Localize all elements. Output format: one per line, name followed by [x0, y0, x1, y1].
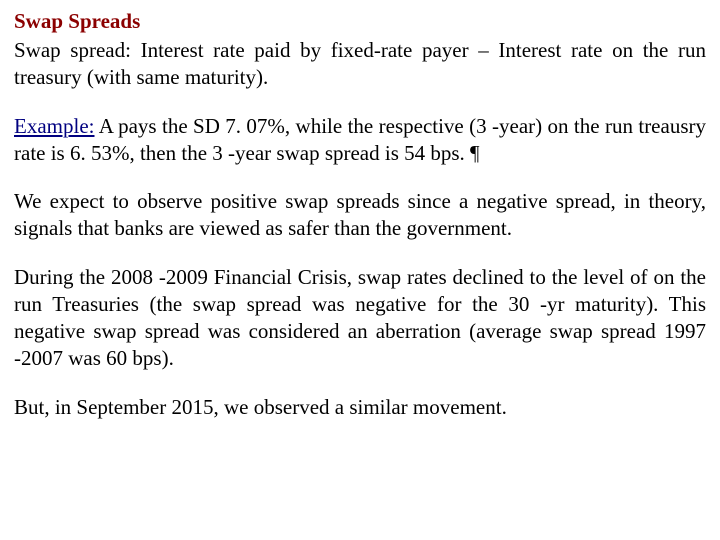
- expectation-paragraph: We expect to observe positive swap sprea…: [14, 188, 706, 242]
- section-title: Swap Spreads: [14, 9, 140, 33]
- example-label: Example:: [14, 114, 94, 138]
- definition-paragraph: Swap spread: Interest rate paid by fixed…: [14, 37, 706, 91]
- example-paragraph: Example: A pays the SD 7. 07%, while the…: [14, 113, 706, 167]
- sept-2015-paragraph: But, in September 2015, we observed a si…: [14, 394, 706, 421]
- title-line: Swap Spreads: [14, 8, 706, 35]
- document-body: Swap Spreads Swap spread: Interest rate …: [0, 0, 720, 429]
- crisis-paragraph: During the 2008 -2009 Financial Crisis, …: [14, 264, 706, 372]
- example-body: A pays the SD 7. 07%, while the respecti…: [14, 114, 706, 165]
